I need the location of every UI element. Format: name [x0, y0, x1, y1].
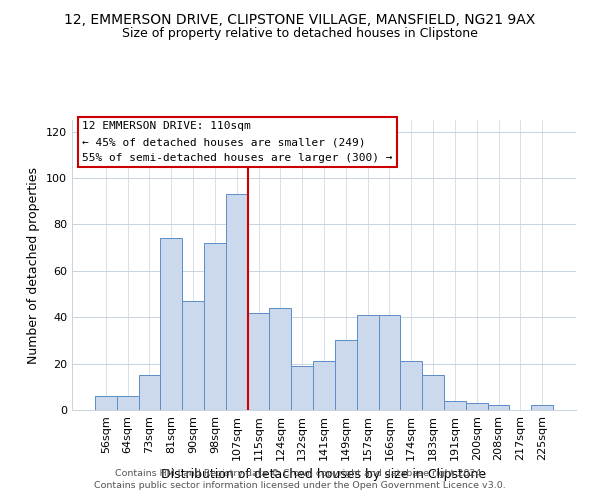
Bar: [335, 340, 357, 410]
Bar: [139, 375, 160, 410]
Bar: [313, 362, 335, 410]
Bar: [182, 301, 204, 410]
Bar: [117, 396, 139, 410]
Bar: [248, 312, 269, 410]
Bar: [204, 243, 226, 410]
Bar: [531, 406, 553, 410]
Bar: [357, 315, 379, 410]
Y-axis label: Number of detached properties: Number of detached properties: [28, 166, 40, 364]
Bar: [488, 406, 509, 410]
Bar: [291, 366, 313, 410]
Text: Contains HM Land Registry data © Crown copyright and database right 2024.: Contains HM Land Registry data © Crown c…: [115, 468, 485, 477]
Bar: [422, 375, 444, 410]
Text: Contains public sector information licensed under the Open Government Licence v3: Contains public sector information licen…: [94, 481, 506, 490]
Bar: [160, 238, 182, 410]
Bar: [95, 396, 117, 410]
X-axis label: Distribution of detached houses by size in Clipstone: Distribution of detached houses by size …: [161, 468, 487, 481]
Text: 12, EMMERSON DRIVE, CLIPSTONE VILLAGE, MANSFIELD, NG21 9AX: 12, EMMERSON DRIVE, CLIPSTONE VILLAGE, M…: [64, 12, 536, 26]
Text: 12 EMMERSON DRIVE: 110sqm
← 45% of detached houses are smaller (249)
55% of semi: 12 EMMERSON DRIVE: 110sqm ← 45% of detac…: [82, 122, 392, 162]
Bar: [400, 362, 422, 410]
Bar: [379, 315, 400, 410]
Text: Size of property relative to detached houses in Clipstone: Size of property relative to detached ho…: [122, 28, 478, 40]
Bar: [226, 194, 248, 410]
Bar: [466, 403, 488, 410]
Bar: [444, 400, 466, 410]
Bar: [269, 308, 291, 410]
